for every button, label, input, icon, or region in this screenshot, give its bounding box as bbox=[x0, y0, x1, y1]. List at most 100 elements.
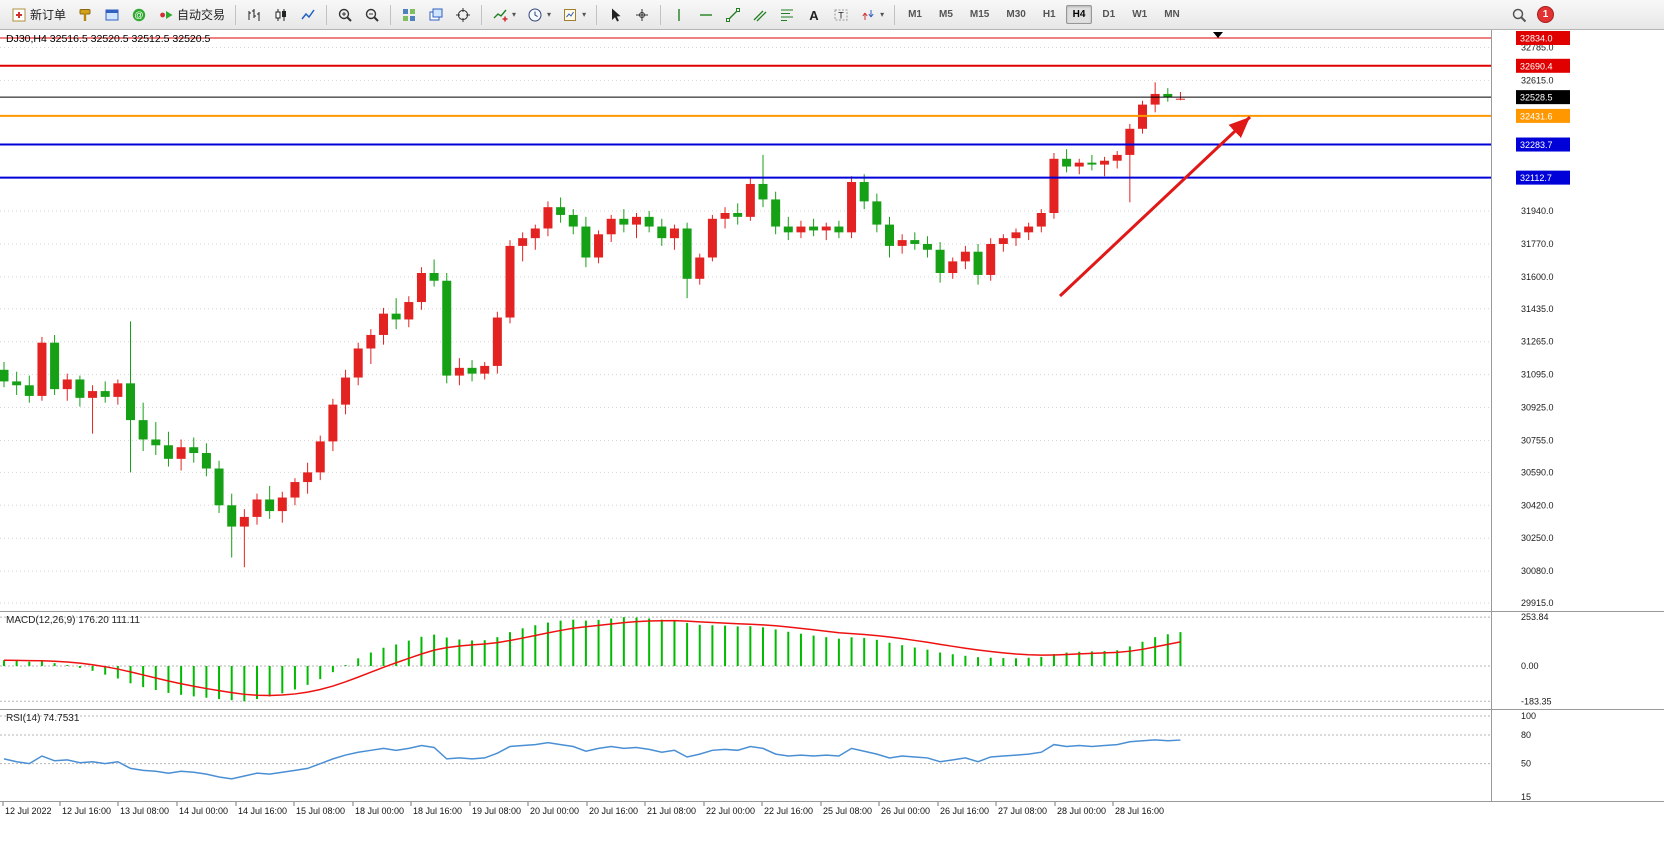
chart-window[interactable]: 32785.0 32615.0 31940.0 31770.0 31600.0 31435… bbox=[0, 30, 1664, 844]
indicator-add-icon bbox=[492, 7, 508, 23]
candle-body bbox=[847, 182, 857, 233]
price-tick-label: 31770.0 bbox=[1521, 239, 1554, 249]
zoom-out-button[interactable] bbox=[359, 3, 385, 27]
candle-body bbox=[644, 216, 654, 227]
ea-icon: @ bbox=[131, 7, 147, 23]
line-chart-button[interactable] bbox=[295, 3, 321, 27]
candle-body bbox=[37, 342, 47, 396]
rsi-axis-label: 100 bbox=[1521, 711, 1536, 721]
candle-body bbox=[518, 238, 528, 246]
candle-body bbox=[138, 420, 148, 440]
zoom-in-button[interactable] bbox=[332, 3, 358, 27]
dropdown-arrow-icon: ▾ bbox=[547, 10, 552, 19]
track-chart-button[interactable] bbox=[450, 3, 476, 27]
arrows-button[interactable]: ▾ bbox=[855, 3, 889, 27]
vertical-line-button[interactable] bbox=[666, 3, 692, 27]
timeframe-m5-button[interactable]: M5 bbox=[939, 9, 953, 20]
candle-body bbox=[669, 228, 679, 239]
candle-body bbox=[88, 391, 98, 398]
candle-body bbox=[556, 207, 566, 215]
time-tick-label: 27 Jul 08:00 bbox=[998, 806, 1047, 816]
candle-body bbox=[707, 218, 717, 258]
candle-body bbox=[568, 214, 578, 227]
candle-body bbox=[783, 226, 793, 233]
candlestick-chart-button[interactable] bbox=[268, 3, 294, 27]
search-icon[interactable] bbox=[1511, 7, 1527, 23]
price-badge-label: 32283.7 bbox=[1520, 140, 1553, 150]
cascade-windows-button[interactable] bbox=[423, 3, 449, 27]
cursor-button[interactable] bbox=[602, 3, 628, 27]
price-grid bbox=[0, 46, 1491, 604]
timeframe-w1-button[interactable]: W1 bbox=[1132, 9, 1148, 20]
toolbar-separator bbox=[326, 4, 328, 25]
hline-icon bbox=[698, 7, 714, 23]
candle-body bbox=[467, 367, 477, 374]
profiles-button[interactable] bbox=[99, 3, 125, 27]
new-order-button-label: 新订单 bbox=[30, 8, 67, 22]
rsi-axis-label: 80 bbox=[1521, 730, 1531, 740]
dropdown-arrow-icon: ▾ bbox=[880, 10, 885, 19]
trendline-icon bbox=[725, 7, 741, 23]
time-axis[interactable]: 12 Jul 2022 12 Jul 16:00 13 Jul 08:00 14 Ju… bbox=[2, 802, 1164, 816]
fibo-icon bbox=[779, 7, 795, 23]
timeframe-m1-button[interactable]: M1 bbox=[908, 9, 922, 20]
ea-navigator-button[interactable]: @ bbox=[126, 3, 152, 27]
cursor-icon bbox=[607, 7, 623, 23]
candle-body bbox=[1062, 158, 1072, 167]
candle-body bbox=[1125, 128, 1135, 155]
macd-axis-label: 253.84 bbox=[1521, 612, 1549, 622]
toolbar-separator bbox=[235, 4, 237, 25]
candle-body bbox=[480, 365, 490, 374]
price-badge bbox=[1516, 170, 1570, 185]
candle-body bbox=[1011, 232, 1021, 239]
horizontal-price-lines[interactable]: 32834.0 32690.4 32528.5 32431.6 32283.7 32112… bbox=[0, 31, 1570, 185]
trendline-button[interactable] bbox=[720, 3, 746, 27]
bar-chart-button[interactable] bbox=[241, 3, 267, 27]
charts-button[interactable] bbox=[72, 3, 98, 27]
timeframe-d1-button[interactable]: D1 bbox=[1102, 9, 1116, 20]
candle-body bbox=[189, 447, 199, 454]
target-icon bbox=[455, 7, 471, 23]
zoom-in-icon bbox=[337, 7, 353, 23]
text-button[interactable]: A bbox=[801, 3, 827, 27]
price-axis[interactable]: 32785.0 32615.0 31940.0 31770.0 31600.0 31435… bbox=[1521, 42, 1554, 608]
horizontal-line-button[interactable] bbox=[693, 3, 719, 27]
fibonacci-button[interactable] bbox=[774, 3, 800, 27]
notification-badge[interactable]: 1 bbox=[1537, 6, 1554, 23]
price-tick-label: 30080.0 bbox=[1521, 566, 1554, 576]
candle-body bbox=[695, 257, 705, 279]
crosshair-button[interactable] bbox=[629, 3, 655, 27]
toolbar-separator bbox=[390, 4, 392, 25]
timeframe-m15-button[interactable]: M15 bbox=[969, 9, 990, 20]
template-icon bbox=[562, 7, 578, 23]
autotrading-button[interactable]: 自动交易 bbox=[153, 3, 230, 27]
candle-body bbox=[366, 334, 376, 349]
candle-body bbox=[277, 497, 287, 512]
tile-windows-button[interactable] bbox=[396, 3, 422, 27]
candle-body bbox=[1175, 98, 1185, 100]
time-tick-label: 21 Jul 08:00 bbox=[647, 806, 696, 816]
timeframe-mn-button[interactable]: MN bbox=[1164, 9, 1180, 20]
candle-body bbox=[12, 381, 22, 386]
rsi-panel: 100 80 50 15 bbox=[0, 711, 1536, 802]
candle-body bbox=[442, 280, 452, 376]
channel-button[interactable] bbox=[747, 3, 773, 27]
text-label-button[interactable]: T bbox=[828, 3, 854, 27]
price-tick-label: 30925.0 bbox=[1521, 403, 1554, 413]
periods-button[interactable]: ▾ bbox=[522, 3, 556, 27]
timeframe-h1-button[interactable]: H1 bbox=[1042, 9, 1056, 20]
templates-button[interactable]: ▾ bbox=[557, 3, 591, 27]
candle-body bbox=[391, 313, 401, 320]
indicators-button[interactable]: ▾ bbox=[487, 3, 521, 27]
tile-icon bbox=[401, 7, 417, 23]
timeframe-h4-button[interactable]: H4 bbox=[1065, 5, 1093, 24]
trend-arrow[interactable] bbox=[1058, 115, 1252, 298]
new-order-button[interactable]: 新订单 bbox=[6, 3, 71, 27]
candle-body bbox=[809, 226, 819, 231]
candle-body bbox=[632, 216, 641, 225]
candle-body bbox=[252, 499, 262, 517]
timeframe-m30-button[interactable]: M30 bbox=[1006, 9, 1026, 20]
price-chart-canvas[interactable]: 32785.0 32615.0 31940.0 31770.0 31600.0 31435… bbox=[0, 30, 1664, 844]
time-tick-label: 13 Jul 08:00 bbox=[120, 806, 169, 816]
